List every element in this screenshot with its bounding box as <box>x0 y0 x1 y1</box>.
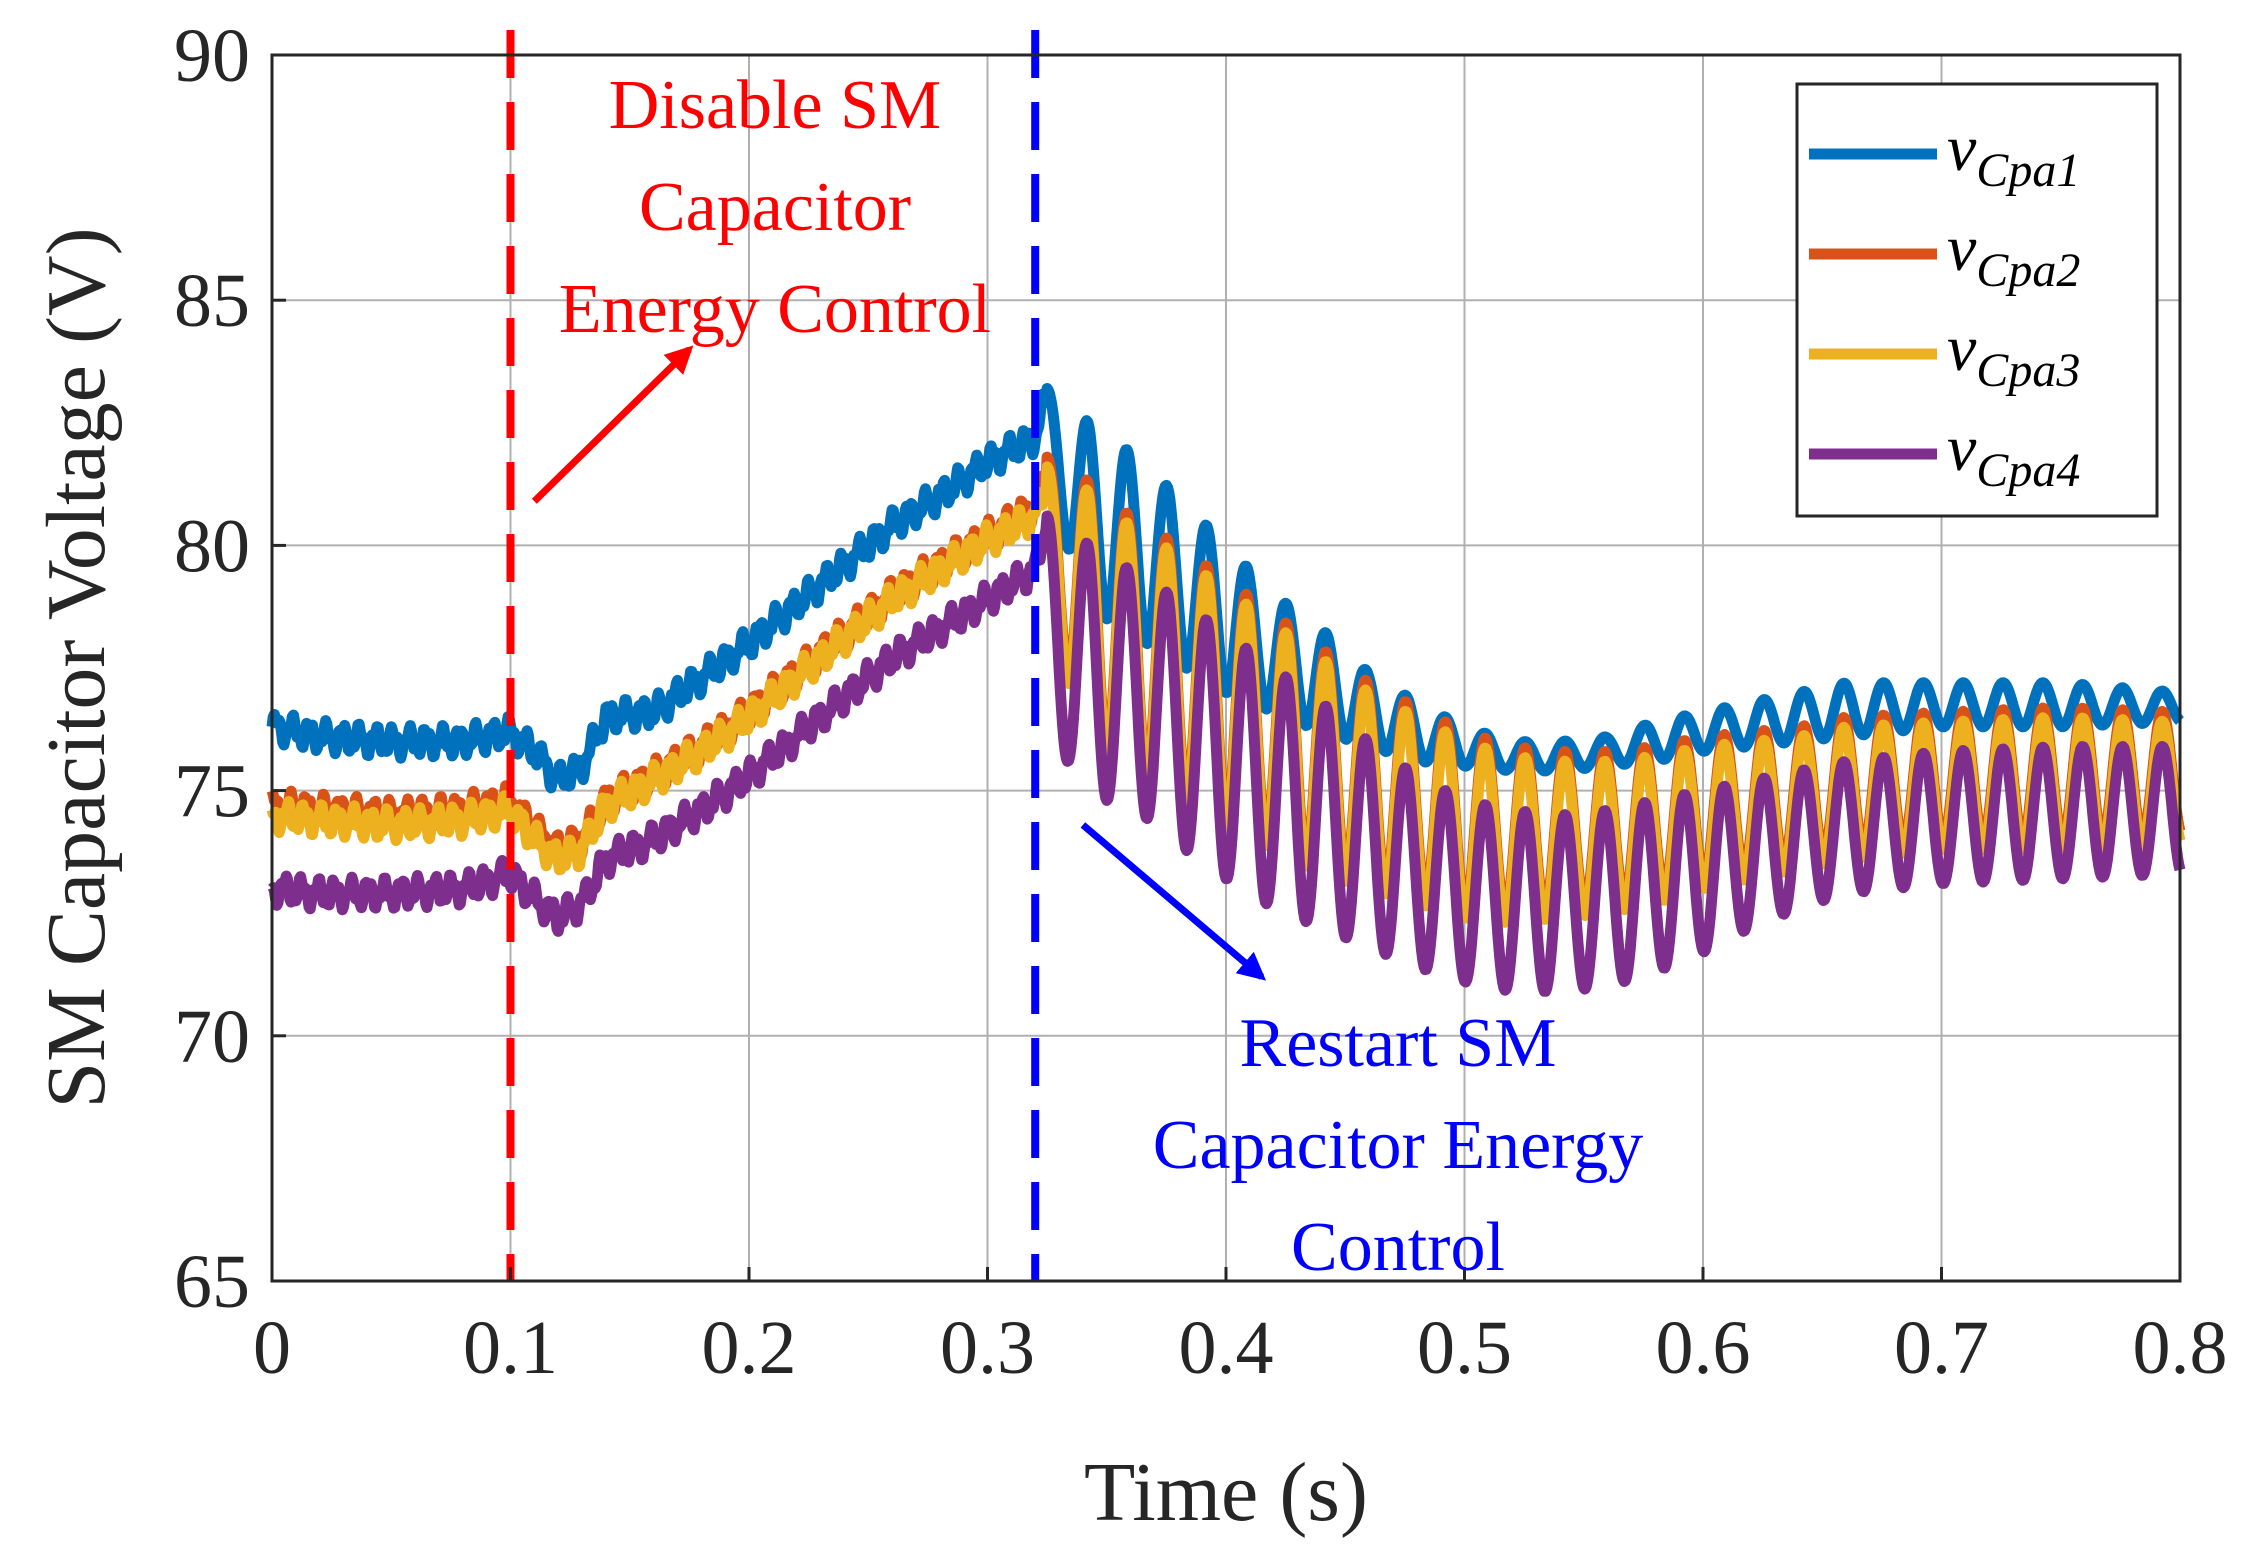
annotation-disable-line: Disable SM <box>609 67 942 144</box>
x-tick-label: 0.8 <box>2133 1306 2228 1390</box>
x-tick-label: 0.2 <box>702 1306 797 1390</box>
legend-label: vCpa1 <box>1947 112 2080 197</box>
y-tick-label: 80 <box>174 504 250 588</box>
y-tick-label: 65 <box>174 1240 250 1324</box>
legend-label-sub: Cpa1 <box>1976 144 2080 197</box>
legend-item-cpa4: vCpa4 <box>1809 412 2080 497</box>
annotation-disable: Disable SM Capacitor Energy Control <box>531 67 991 504</box>
marker-layer <box>506 30 1040 1281</box>
legend-label-main: v <box>1947 312 1977 385</box>
legend-label: vCpa3 <box>1947 312 2080 397</box>
x-tick-label: 0.4 <box>1179 1306 1274 1390</box>
y-axis-label: SM Capacitor Voltage (V) <box>30 227 123 1108</box>
x-tick-label: 0.3 <box>940 1306 1035 1390</box>
annotation-restart-line: Capacitor Energy <box>1153 1107 1643 1184</box>
y-tick-label: 90 <box>174 14 250 98</box>
annotation-restart-line: Restart SM <box>1240 1005 1557 1082</box>
x-tick-label: 0.7 <box>1894 1306 1989 1390</box>
legend-label-sub: Cpa3 <box>1976 344 2080 397</box>
annotation-restart-line: Control <box>1291 1209 1505 1286</box>
annotation-restart: Restart SM Capacitor Energy Control <box>1080 822 1643 1286</box>
x-tick-label: 0.5 <box>1417 1306 1512 1390</box>
tick-labels: 0 0.1 0.2 0.3 0.4 0.5 0.6 0.7 0.8 65 70 75 80 85 90 <box>174 14 2228 1390</box>
legend-label-sub: Cpa2 <box>1976 244 2080 297</box>
legend-item-cpa1: vCpa1 <box>1809 112 2080 197</box>
annotation-disable-line: Capacitor <box>639 169 911 246</box>
annotation-restart-arrow <box>1080 822 1267 981</box>
legend-label: vCpa4 <box>1947 412 2080 497</box>
legend-item-cpa3: vCpa3 <box>1809 312 2080 397</box>
y-tick-label: 85 <box>174 259 250 343</box>
series-line-cpa4 <box>267 510 2186 997</box>
legend-item-cpa2: vCpa2 <box>1809 212 2080 297</box>
x-axis-label: Time (s) <box>1084 1446 1368 1539</box>
grid-lines <box>272 55 2180 1281</box>
series-line-cpa1 <box>266 383 2185 794</box>
legend-label-sub: Cpa4 <box>1976 444 2080 497</box>
x-tick-label: 0.6 <box>1656 1306 1751 1390</box>
annotation-disable-arrow <box>531 345 694 504</box>
legend-label-main: v <box>1947 112 1977 185</box>
annotation-disable-line: Energy Control <box>559 271 991 348</box>
series-layer <box>266 383 2186 997</box>
legend-label-main: v <box>1947 412 1977 485</box>
annotations: Disable SM Capacitor Energy Control Restart… <box>531 67 1643 1286</box>
y-tick-label: 70 <box>174 995 250 1079</box>
legend-label: vCpa2 <box>1947 212 2080 297</box>
x-tick-label: 0.1 <box>463 1306 558 1390</box>
legend-label-main: v <box>1947 212 1977 285</box>
y-tick-label: 75 <box>174 750 250 834</box>
x-tick-label: 0 <box>253 1306 291 1390</box>
